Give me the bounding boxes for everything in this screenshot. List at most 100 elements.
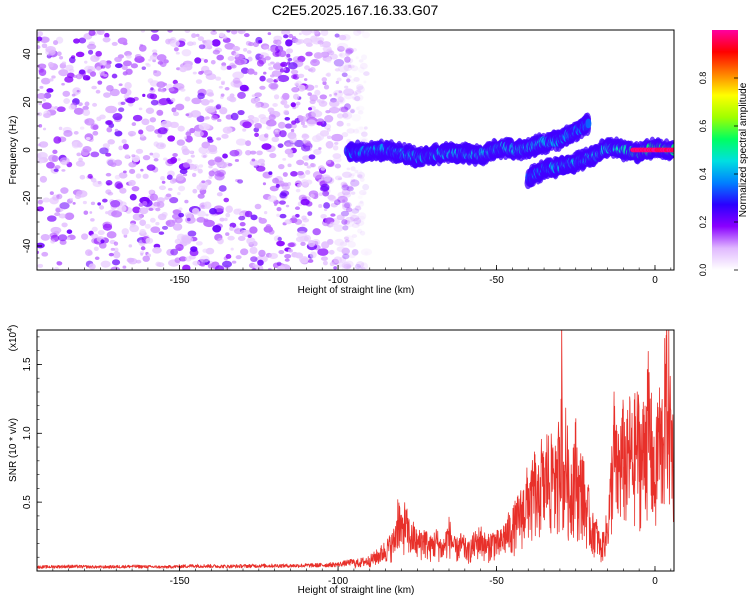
heatmap-cell bbox=[328, 99, 340, 108]
heatmap-cell bbox=[158, 231, 165, 235]
heatmap-cell bbox=[38, 141, 49, 148]
heatmap-cell bbox=[301, 133, 309, 138]
heatmap-cell bbox=[300, 198, 310, 206]
heatmap-cell bbox=[150, 226, 161, 234]
heatmap-cell bbox=[322, 260, 328, 266]
heatmap-cell bbox=[39, 85, 44, 89]
colorbar-ticks: 0.0 0.2 0.4 0.6 0.8 bbox=[698, 72, 738, 276]
heatmap-cell bbox=[106, 126, 113, 133]
colorbar: 0.0 0.2 0.4 0.6 0.8 Normalized spectral ampl… bbox=[698, 30, 749, 276]
heatmap-cell bbox=[341, 259, 345, 263]
heatmap-cell bbox=[73, 107, 84, 115]
heatmap-cell bbox=[225, 205, 233, 214]
heatmap-cell bbox=[268, 82, 279, 90]
heatmap-cell bbox=[232, 71, 245, 79]
heatmap-cell bbox=[346, 186, 354, 192]
heatmap-cell bbox=[357, 174, 363, 178]
heatmap-cell bbox=[83, 210, 89, 215]
heatmap-cell bbox=[355, 89, 362, 95]
heatmap-cell bbox=[321, 77, 328, 82]
heatmap-cell bbox=[85, 249, 93, 256]
heatmap-cell bbox=[90, 233, 99, 239]
heatmap-cell bbox=[140, 30, 145, 33]
heatmap-cell bbox=[242, 121, 252, 129]
heatmap-cell bbox=[37, 199, 43, 205]
heatmap-cell bbox=[274, 203, 278, 207]
heatmap-cell bbox=[283, 34, 289, 39]
heatmap-cell bbox=[247, 68, 255, 75]
heatmap-cell bbox=[249, 159, 259, 166]
heatmap-cell bbox=[283, 67, 287, 71]
heatmap-cell bbox=[56, 106, 66, 113]
heatmap-cell bbox=[218, 85, 223, 89]
heatmap-cell bbox=[298, 116, 307, 123]
heatmap-cell bbox=[346, 265, 351, 269]
heatmap-cell bbox=[156, 197, 165, 203]
heatmap-cell bbox=[320, 183, 330, 192]
heatmap-cell bbox=[303, 162, 309, 167]
heatmap-cell bbox=[192, 260, 201, 266]
heatmap-cell bbox=[246, 237, 256, 245]
heatmap-cell bbox=[76, 190, 88, 198]
heatmap-cell bbox=[347, 185, 353, 190]
heatmap-cell bbox=[56, 51, 62, 57]
heatmap-cell bbox=[237, 179, 244, 184]
heatmap-cell bbox=[110, 247, 116, 251]
heatmap-cell bbox=[111, 41, 118, 46]
heatmap-cell bbox=[132, 213, 143, 221]
heatmap-cell bbox=[354, 169, 359, 174]
heatmap-cell bbox=[276, 78, 280, 81]
heatmap-y-ticks: -40 -20 0 20 40 bbox=[22, 29, 42, 271]
heatmap-cell bbox=[90, 55, 100, 63]
heatmap-cell bbox=[103, 74, 108, 77]
heatmap-cell bbox=[342, 253, 350, 260]
heatmap-cell bbox=[357, 110, 364, 115]
heatmap-cell bbox=[291, 86, 300, 93]
heatmap-cell bbox=[42, 127, 47, 131]
heatmap-cell bbox=[125, 54, 132, 59]
heatmap-cell bbox=[284, 148, 293, 155]
snr-scale-factor: (x104) bbox=[7, 325, 19, 352]
heatmap-cell bbox=[90, 201, 96, 206]
heatmap-cell bbox=[343, 260, 354, 268]
snr-scale-exponent: 4 bbox=[7, 328, 14, 332]
heatmap-cell bbox=[191, 172, 197, 178]
heatmap-cell bbox=[157, 60, 164, 65]
heatmap-cell bbox=[351, 172, 356, 177]
heatmap-cell bbox=[360, 266, 366, 270]
heatmap-cell bbox=[166, 97, 171, 102]
heatmap-cell bbox=[57, 234, 68, 242]
heatmap-cell bbox=[156, 109, 164, 116]
heatmap-cell bbox=[86, 43, 97, 50]
heatmap-cell bbox=[357, 195, 363, 199]
heatmap-cell bbox=[274, 133, 280, 138]
heatmap-cell bbox=[363, 80, 367, 84]
heatmap-cell bbox=[348, 211, 356, 217]
heatmap-cell bbox=[254, 92, 262, 98]
heatmap-cell bbox=[349, 64, 355, 69]
heatmap-cell bbox=[214, 265, 225, 270]
heatmap-cell bbox=[296, 159, 305, 166]
heatmap-cell bbox=[350, 109, 355, 114]
heatmap-cell bbox=[75, 51, 85, 58]
heatmap-cell bbox=[316, 121, 323, 126]
heatmap-cell bbox=[307, 259, 314, 263]
heatmap-cell bbox=[122, 143, 129, 150]
heatmap-cell bbox=[348, 58, 354, 63]
heatmap-cell bbox=[114, 56, 122, 63]
heatmap-cell bbox=[175, 243, 184, 251]
heatmap-cell bbox=[128, 244, 133, 248]
heatmap-cell bbox=[337, 65, 349, 73]
heatmap-cell bbox=[180, 88, 186, 92]
heatmap-cell bbox=[282, 92, 290, 100]
heatmap-cell bbox=[258, 217, 262, 221]
heatmap-cell bbox=[360, 248, 373, 256]
heatmap-x-tick-label: -50 bbox=[489, 275, 504, 286]
heatmap-cell bbox=[337, 195, 348, 204]
heatmap-cell bbox=[186, 41, 194, 46]
snr-marks bbox=[37, 330, 674, 569]
heatmap-cell bbox=[305, 170, 311, 175]
heatmap-cell bbox=[318, 192, 323, 197]
heatmap-cell bbox=[294, 82, 300, 87]
